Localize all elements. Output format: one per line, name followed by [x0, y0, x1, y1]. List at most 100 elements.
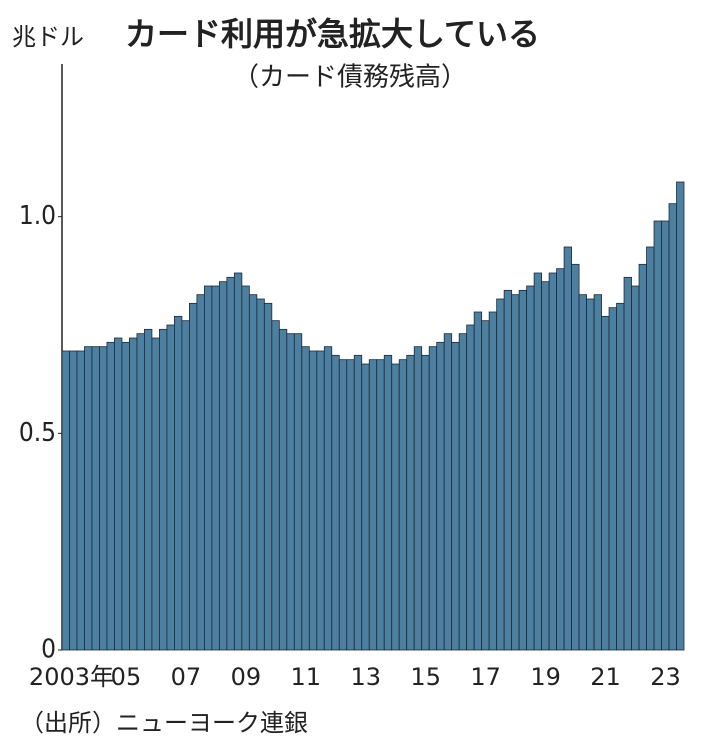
bar: [196, 294, 205, 651]
bar: [278, 328, 288, 651]
bar: [631, 285, 640, 651]
bar: [346, 359, 355, 651]
bar: [99, 346, 108, 651]
chart-subtitle: （カード債務残高）: [233, 63, 467, 93]
x-tick-label: 09: [231, 663, 262, 691]
bar: [368, 359, 378, 651]
bar: [166, 324, 175, 651]
bar: [293, 333, 303, 651]
y-tick-label: 0.5: [19, 418, 56, 448]
chart-title: カード利用が急拡大している: [125, 15, 540, 53]
bar: [616, 302, 625, 651]
bar: [481, 320, 490, 651]
x-tick-label: 19: [530, 663, 561, 691]
bar: [593, 294, 602, 651]
bar: [271, 320, 280, 651]
bar: [413, 346, 423, 651]
bar: [563, 246, 572, 651]
bar: [428, 346, 438, 651]
bar: [144, 328, 153, 651]
bar: [533, 272, 543, 651]
x-tick-label: 15: [410, 663, 441, 691]
bar: [436, 341, 445, 651]
x-tick-label: 23: [650, 663, 681, 691]
bar: [301, 346, 310, 651]
y-tick-label: 0: [41, 635, 56, 665]
bar: [406, 354, 415, 651]
bar: [646, 246, 655, 651]
y-tick-label: 1.0: [19, 201, 56, 231]
bar: [398, 359, 408, 651]
x-tick-label: 2003年: [29, 663, 114, 691]
bar: [443, 333, 453, 651]
x-tick-label: 21: [590, 663, 621, 691]
bar: [159, 328, 168, 651]
bar: [496, 298, 505, 651]
bar: [578, 294, 587, 651]
bar: [421, 354, 430, 651]
bar: [256, 298, 265, 651]
bar: [518, 289, 528, 651]
bar: [69, 350, 78, 651]
x-tick-label: 17: [470, 663, 501, 691]
bar: [458, 333, 468, 651]
bar: [136, 333, 145, 651]
bar: [361, 363, 370, 651]
bar: [151, 337, 160, 651]
bar: [608, 307, 617, 651]
bar: [174, 315, 183, 651]
bar: [586, 298, 595, 651]
x-tick-label: 11: [291, 663, 322, 691]
bar: [383, 354, 393, 651]
bar: [376, 359, 385, 651]
bar: [661, 220, 670, 651]
bar: [76, 350, 85, 651]
bar: [541, 281, 550, 651]
bar: [676, 181, 685, 651]
bar: [638, 263, 647, 651]
bar: [466, 324, 475, 651]
bar: [473, 311, 483, 651]
bar: [316, 350, 325, 651]
bar: [503, 289, 513, 651]
bar: [84, 346, 93, 651]
bar: [61, 350, 70, 651]
bar: [203, 285, 213, 651]
bar: [488, 311, 498, 651]
bar: [241, 285, 250, 651]
bar: [391, 363, 400, 651]
x-tick-label: 05: [111, 663, 142, 691]
bar: [548, 272, 558, 651]
source: （出所）ニューヨーク連銀: [20, 709, 308, 737]
bar: [308, 350, 318, 651]
bar: [323, 346, 333, 651]
bar: [218, 281, 228, 651]
bar: [263, 302, 273, 651]
bar: [181, 320, 190, 651]
bar: [353, 354, 363, 651]
bar: [601, 315, 610, 651]
bar: [623, 276, 632, 651]
bar: [226, 276, 235, 651]
bar: [668, 203, 677, 651]
bar: [338, 359, 348, 651]
bar: [511, 294, 520, 651]
bar: [286, 333, 295, 651]
bar: [451, 341, 460, 651]
bar: [211, 285, 220, 651]
bar: [129, 337, 138, 651]
bar: [526, 285, 535, 651]
x-tick-label: 07: [171, 663, 202, 691]
bar: [106, 341, 115, 651]
bar: [556, 268, 565, 651]
unit-label: 兆ドル: [12, 23, 84, 51]
x-tick-label: 13: [350, 663, 381, 691]
bar: [233, 272, 243, 651]
bar: [331, 354, 340, 651]
bar: [248, 294, 258, 651]
bar: [653, 220, 662, 651]
bar: [571, 263, 580, 651]
bar: [114, 337, 123, 651]
bar: [188, 302, 198, 651]
